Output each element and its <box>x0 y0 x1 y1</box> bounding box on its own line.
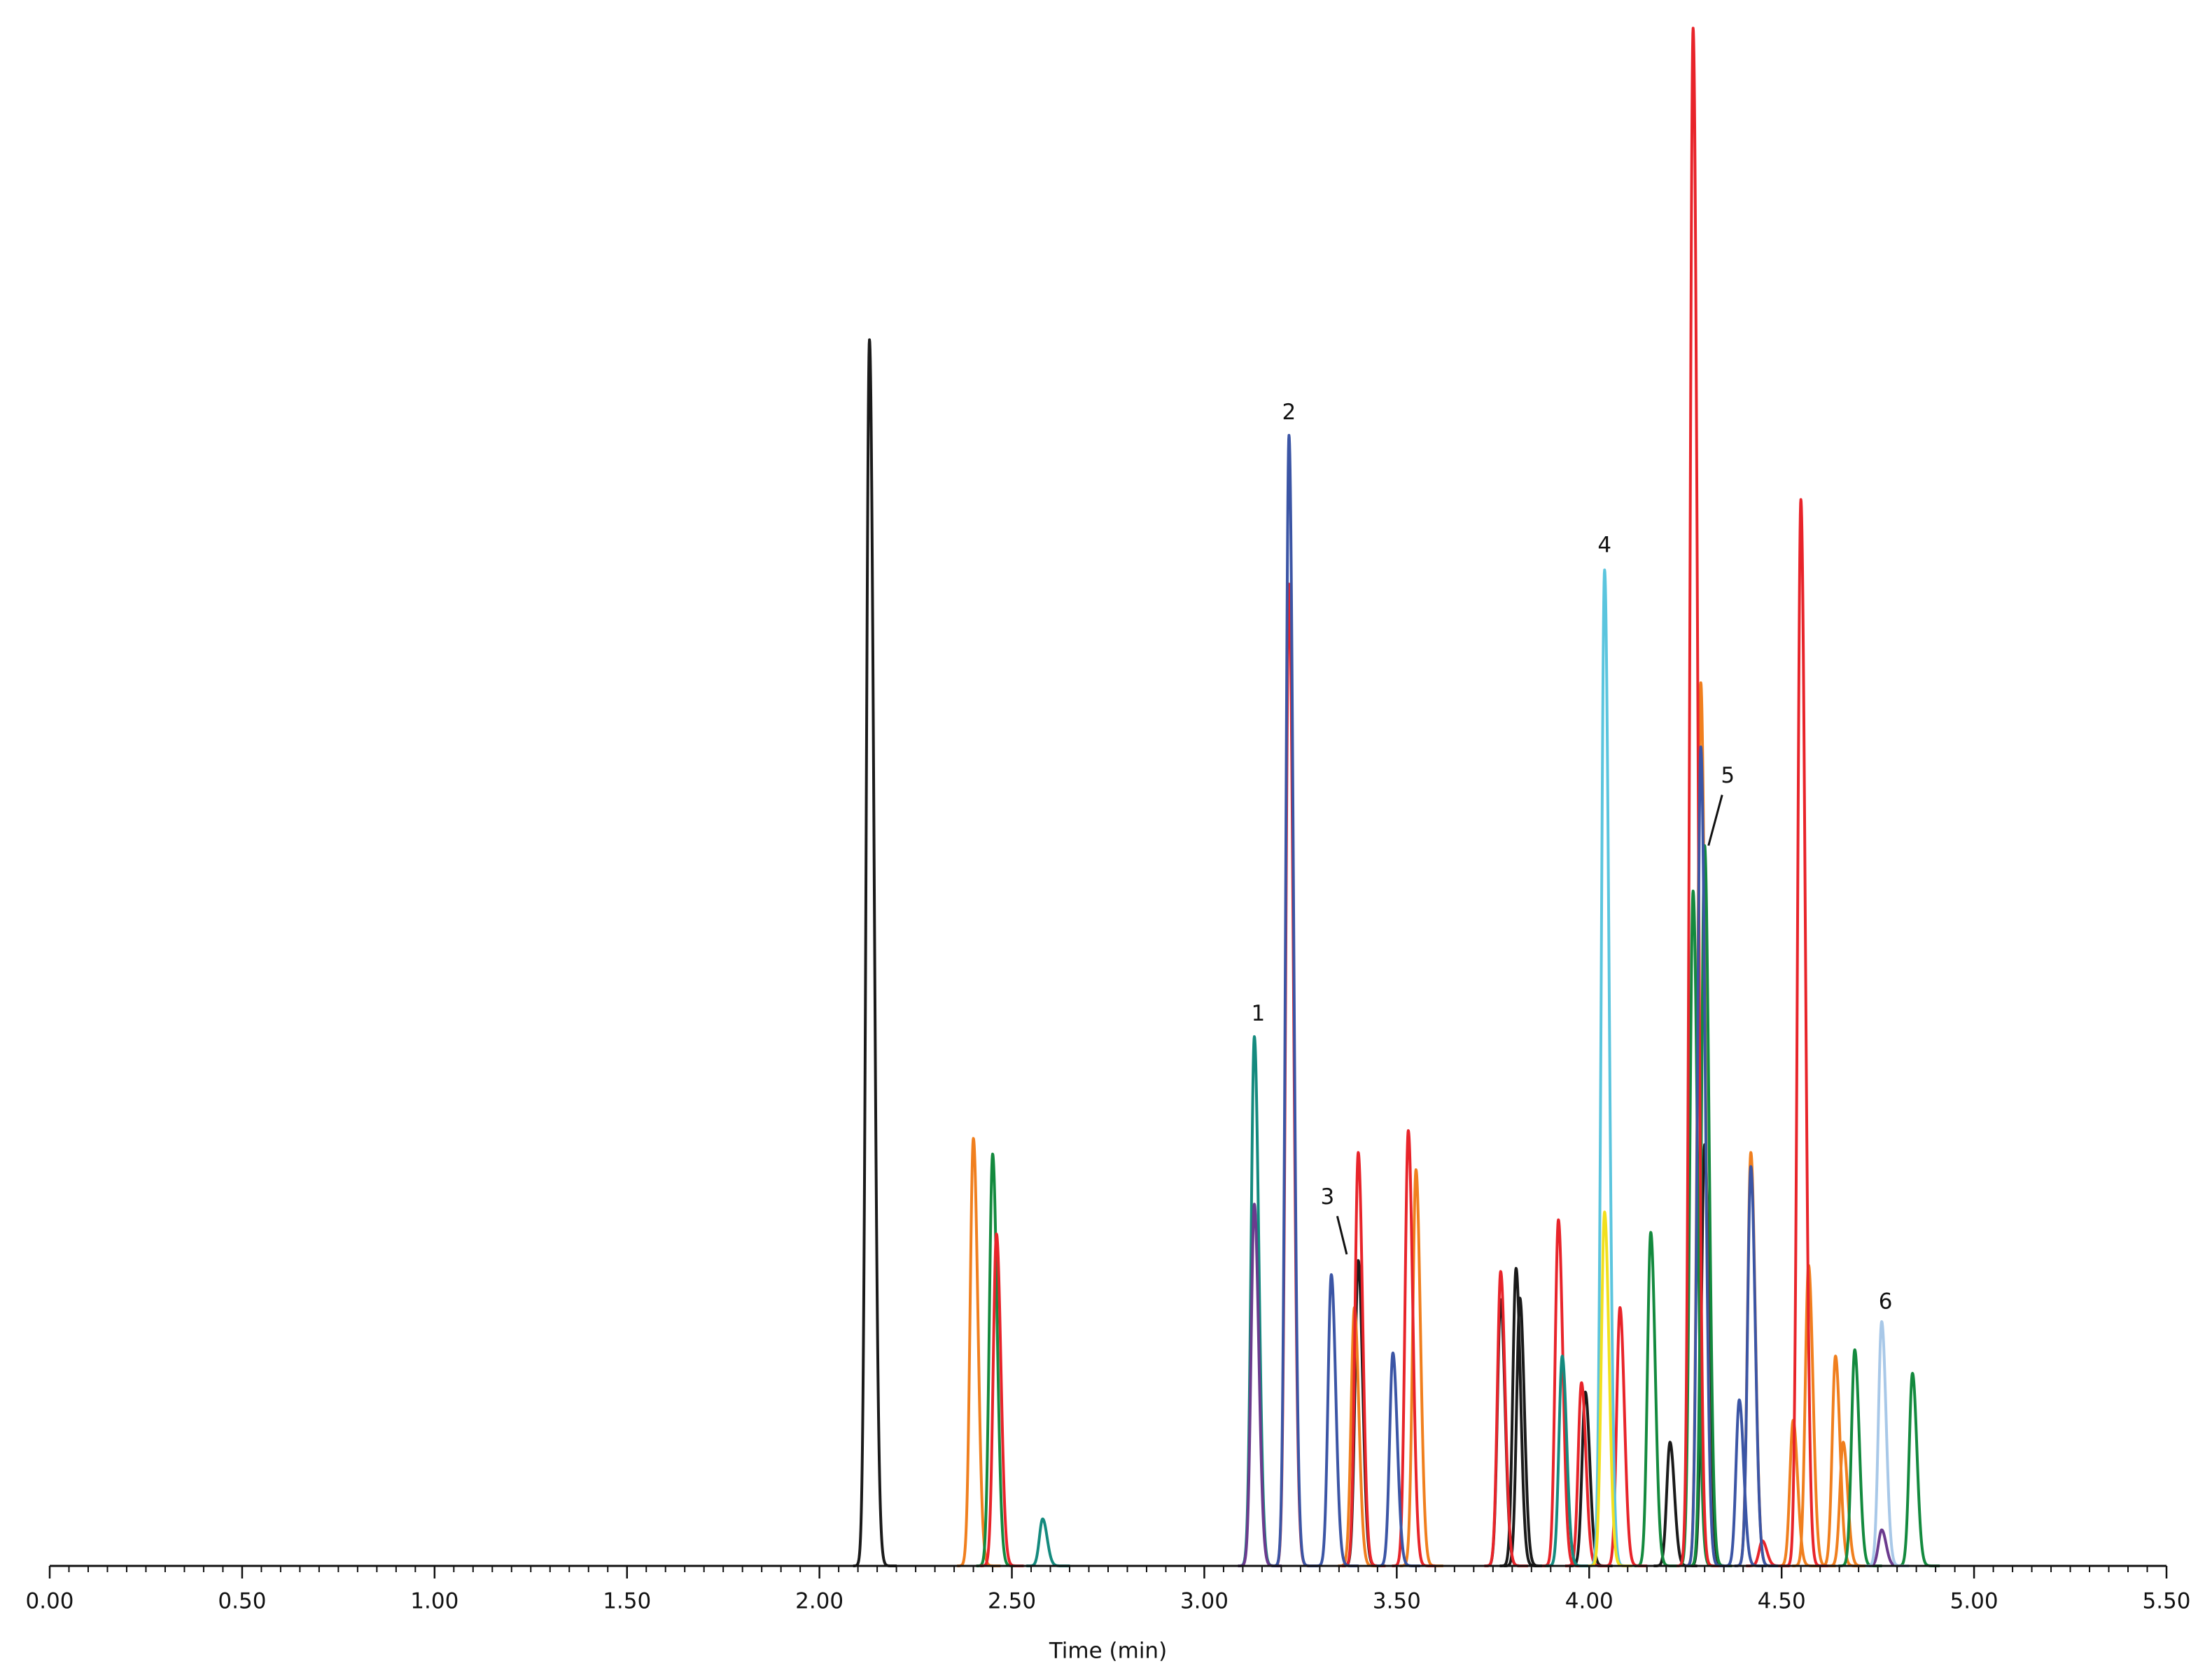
x-tick-label: 0.00 <box>25 1589 74 1614</box>
x-tick-label: 2.00 <box>795 1589 844 1614</box>
peak <box>1633 1231 1679 1567</box>
peak <box>1895 1371 1941 1567</box>
x-tick-label: 4.50 <box>1758 1589 1806 1614</box>
peak <box>1025 1517 1072 1567</box>
x-tick-label: 1.50 <box>603 1589 651 1614</box>
peak-label: 3 <box>1321 1184 1335 1210</box>
x-tick-label: 4.00 <box>1565 1589 1614 1614</box>
x-tick-label: 2.50 <box>988 1589 1036 1614</box>
x-tick-label: 5.50 <box>2142 1589 2190 1614</box>
peak-label: 1 <box>1252 1001 1266 1026</box>
peak <box>852 338 898 1567</box>
peak <box>1236 1035 1283 1567</box>
x-axis-title: Time (min) <box>1049 1639 1167 1664</box>
leader-line <box>1336 1215 1348 1255</box>
x-tick-label: 5.00 <box>1950 1589 1998 1614</box>
x-tick-label: 3.00 <box>1180 1589 1228 1614</box>
x-tick-label: 1.00 <box>410 1589 458 1614</box>
peak-label: 5 <box>1721 763 1735 788</box>
peak-label: 2 <box>1282 400 1296 425</box>
leader-line <box>1707 794 1723 846</box>
peak <box>1783 498 1830 1567</box>
peak <box>1864 1320 1910 1567</box>
peak-label: 6 <box>1879 1289 1893 1315</box>
x-tick-label: 0.50 <box>218 1589 266 1614</box>
x-tick-label: 3.50 <box>1373 1589 1421 1614</box>
peak <box>1733 1165 1779 1567</box>
peak <box>1336 1306 1383 1567</box>
peak-label: 4 <box>1597 533 1611 558</box>
peak <box>1271 433 1317 1567</box>
